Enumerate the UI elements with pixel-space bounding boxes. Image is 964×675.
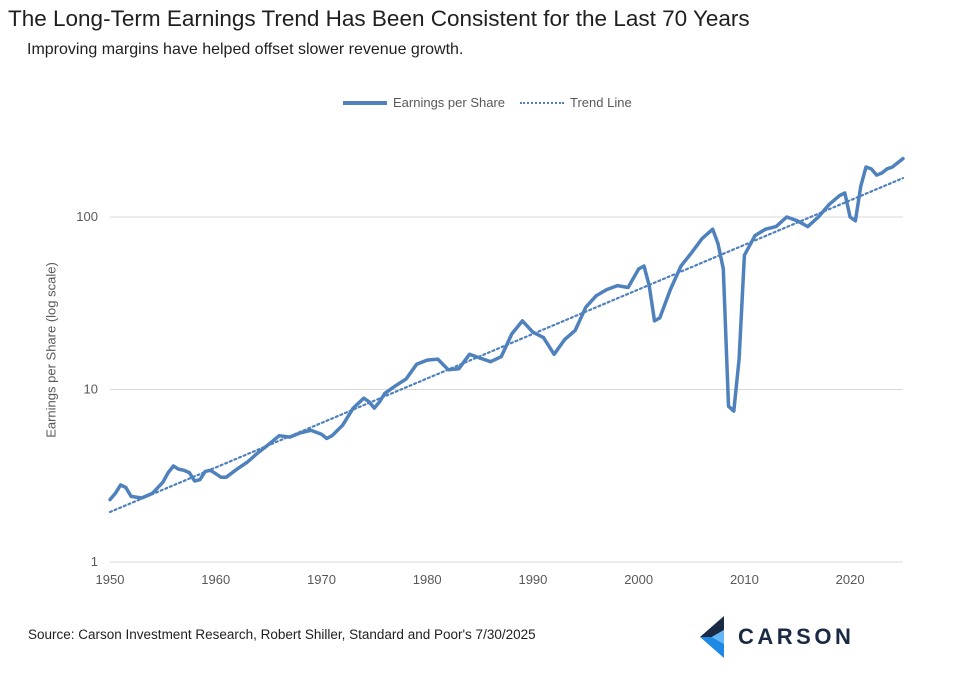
x-tick-label: 1960 [201,572,230,587]
trend-line [110,178,903,512]
source-note: Source: Carson Investment Research, Robe… [28,627,536,642]
chart-plot: 1 10 100 1950 1960 1970 1980 1990 2000 2010 2020 [0,0,964,675]
y-tick-label: 100 [76,209,98,224]
x-tick-label: 2020 [836,572,865,587]
x-tick-label: 2010 [730,572,759,587]
carson-logo: CARSON [700,616,854,658]
y-tick-label: 1 [91,554,98,569]
x-tick-label: 1970 [307,572,336,587]
carson-logo-icon [700,616,726,658]
x-tick-label: 1990 [518,572,547,587]
carson-logo-text: CARSON [738,624,854,650]
x-tick-label: 1950 [96,572,125,587]
x-tick-label: 1980 [413,572,442,587]
y-tick-label: 10 [84,382,98,397]
x-tick-label: 2000 [624,572,653,587]
earnings-line [110,159,903,500]
